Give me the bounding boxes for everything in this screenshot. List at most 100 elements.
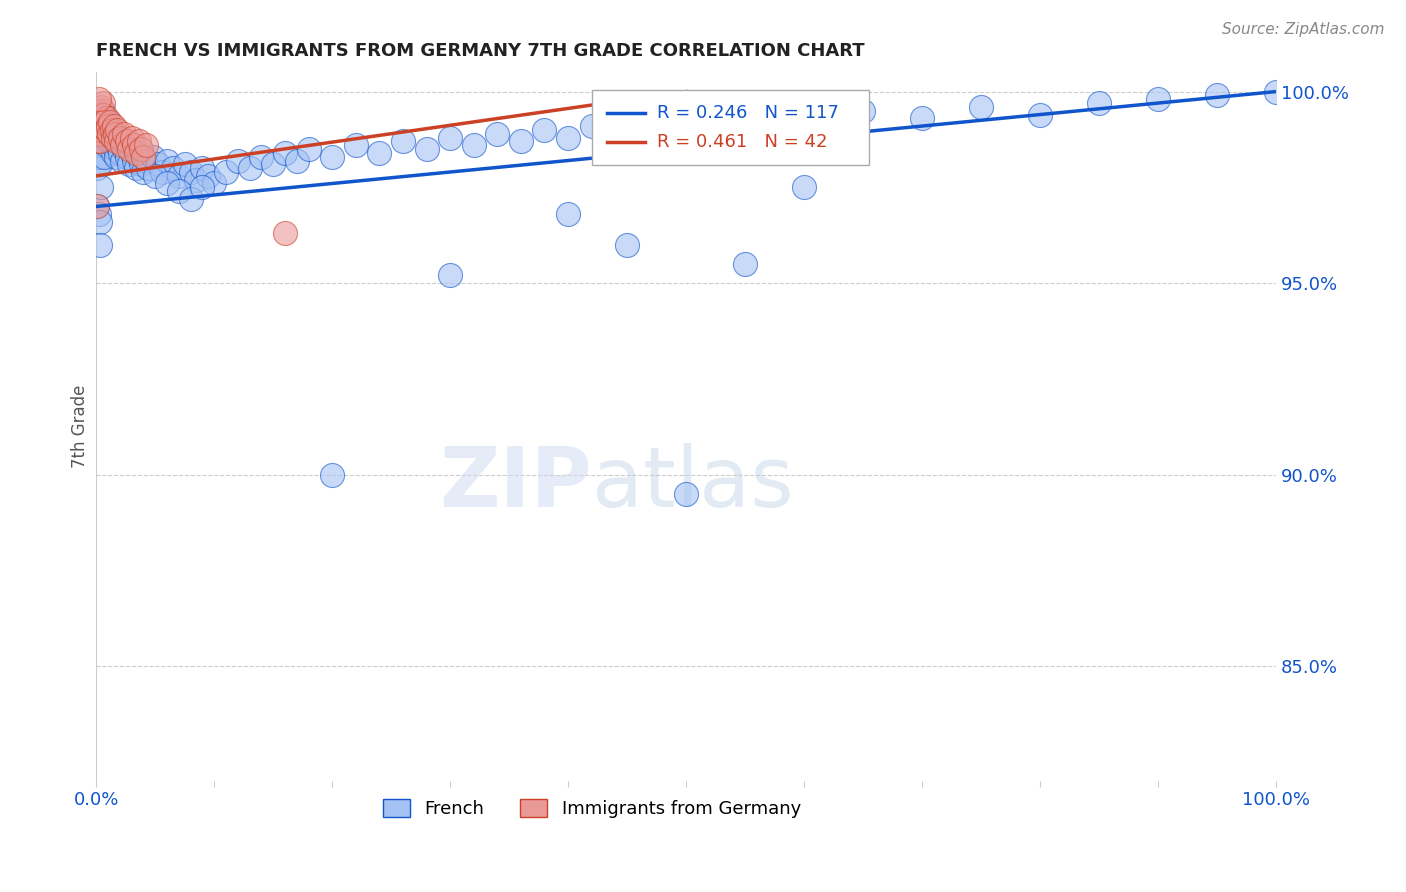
Point bbox=[616, 127, 638, 141]
Point bbox=[135, 138, 157, 153]
Point bbox=[125, 145, 148, 160]
Point bbox=[100, 138, 122, 153]
Point bbox=[132, 150, 155, 164]
Point bbox=[94, 119, 117, 133]
Point bbox=[86, 123, 108, 137]
Point bbox=[297, 142, 319, 156]
Point bbox=[415, 142, 437, 156]
Point bbox=[121, 130, 143, 145]
Point bbox=[100, 123, 122, 137]
Point bbox=[107, 123, 129, 137]
Point bbox=[90, 127, 112, 141]
Point bbox=[89, 157, 111, 171]
Point bbox=[89, 112, 111, 126]
Point bbox=[439, 130, 461, 145]
Point bbox=[167, 169, 190, 183]
Point bbox=[129, 142, 152, 156]
Point bbox=[557, 207, 579, 221]
Point bbox=[180, 192, 202, 206]
Point bbox=[89, 215, 111, 229]
Point bbox=[262, 157, 284, 171]
Point bbox=[675, 123, 697, 137]
Point bbox=[90, 180, 112, 194]
Point bbox=[86, 199, 108, 213]
Point bbox=[675, 487, 697, 501]
Point bbox=[817, 115, 839, 129]
Text: FRENCH VS IMMIGRANTS FROM GERMANY 7TH GRADE CORRELATION CHART: FRENCH VS IMMIGRANTS FROM GERMANY 7TH GR… bbox=[96, 42, 865, 60]
Point bbox=[98, 130, 121, 145]
Point bbox=[86, 123, 108, 137]
Point bbox=[87, 112, 110, 126]
Point bbox=[118, 142, 141, 156]
Point bbox=[143, 169, 166, 183]
Point bbox=[104, 127, 127, 141]
Point bbox=[90, 107, 112, 121]
Point bbox=[93, 150, 115, 164]
Text: atlas: atlas bbox=[592, 443, 793, 524]
Point bbox=[238, 161, 260, 176]
Point bbox=[101, 145, 124, 160]
Point bbox=[114, 142, 136, 156]
Point bbox=[128, 134, 150, 148]
Point bbox=[180, 165, 202, 179]
Point bbox=[90, 112, 112, 126]
Point bbox=[87, 92, 110, 106]
Point bbox=[91, 123, 114, 137]
Point bbox=[98, 123, 121, 137]
Point bbox=[186, 172, 208, 186]
Point bbox=[125, 161, 148, 176]
Point bbox=[439, 268, 461, 283]
Text: R = 0.246   N = 117: R = 0.246 N = 117 bbox=[657, 103, 838, 121]
Point bbox=[1029, 107, 1052, 121]
Point bbox=[136, 161, 159, 176]
Point bbox=[111, 138, 134, 153]
Point bbox=[86, 134, 108, 148]
Point bbox=[111, 153, 134, 168]
Point bbox=[616, 237, 638, 252]
Point bbox=[128, 150, 150, 164]
Point bbox=[173, 157, 195, 171]
Point bbox=[463, 138, 485, 153]
Point bbox=[852, 103, 875, 118]
Point bbox=[118, 157, 141, 171]
Point bbox=[93, 115, 115, 129]
Point bbox=[132, 165, 155, 179]
Point bbox=[115, 150, 138, 164]
Point bbox=[93, 130, 115, 145]
Point bbox=[581, 119, 603, 133]
Point bbox=[226, 153, 249, 168]
Point bbox=[98, 127, 121, 141]
Point bbox=[321, 150, 343, 164]
Point bbox=[557, 130, 579, 145]
Point bbox=[150, 165, 173, 179]
Text: Source: ZipAtlas.com: Source: ZipAtlas.com bbox=[1222, 22, 1385, 37]
Point bbox=[96, 112, 118, 126]
Point bbox=[104, 142, 127, 156]
Point bbox=[122, 138, 145, 153]
Point bbox=[96, 127, 118, 141]
Point bbox=[1265, 85, 1288, 99]
Point bbox=[793, 180, 815, 194]
Point bbox=[91, 115, 114, 129]
Point bbox=[91, 119, 114, 133]
Point bbox=[105, 150, 128, 164]
Point bbox=[108, 145, 131, 160]
Point bbox=[87, 115, 110, 129]
Point bbox=[103, 134, 125, 148]
Y-axis label: 7th Grade: 7th Grade bbox=[72, 385, 89, 468]
Point bbox=[91, 96, 114, 111]
Point bbox=[156, 177, 179, 191]
Point bbox=[769, 107, 792, 121]
Point bbox=[734, 257, 756, 271]
Point bbox=[94, 138, 117, 153]
Point bbox=[101, 130, 124, 145]
Point bbox=[89, 134, 111, 148]
Point bbox=[191, 180, 214, 194]
Point bbox=[509, 134, 531, 148]
Point bbox=[91, 103, 114, 118]
Point bbox=[87, 127, 110, 141]
Point bbox=[122, 153, 145, 168]
Point bbox=[89, 138, 111, 153]
Point bbox=[108, 130, 131, 145]
Point bbox=[392, 134, 415, 148]
